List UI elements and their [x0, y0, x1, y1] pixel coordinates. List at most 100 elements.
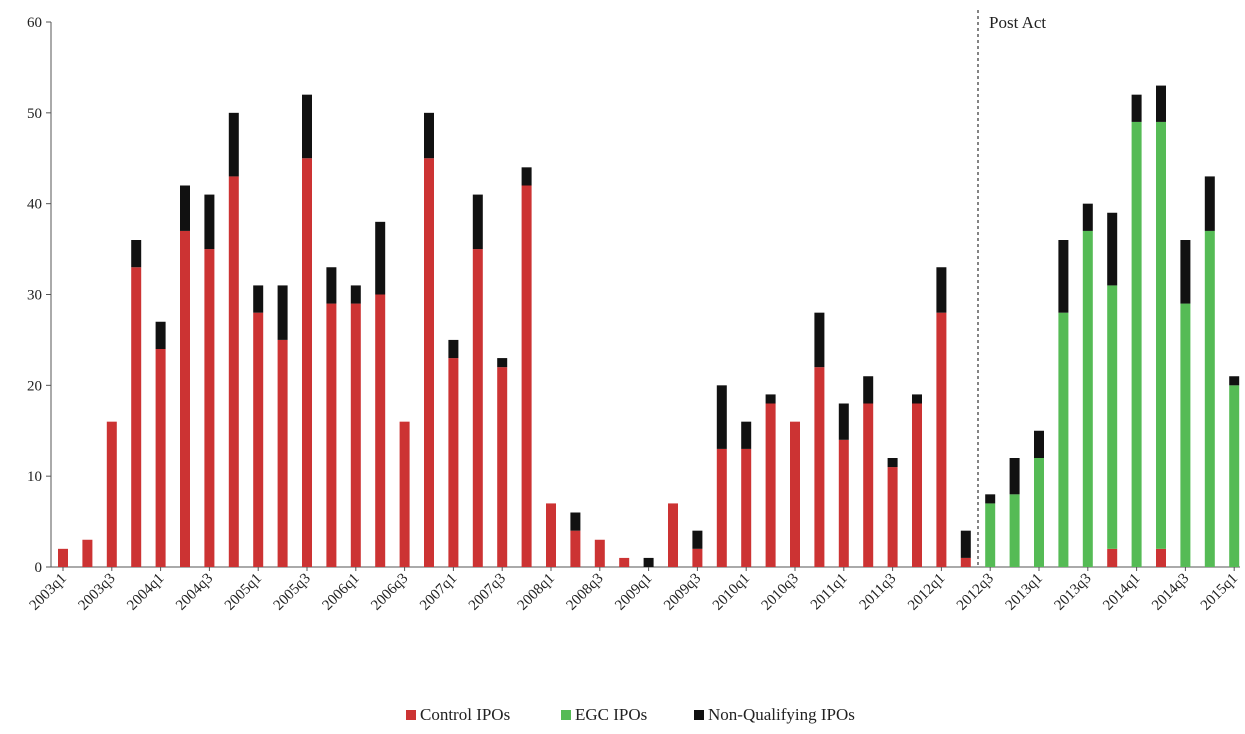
bar-segment-non-qualifying-ipos-2014q4: [1204, 176, 1215, 231]
bar-segment-egc-ipos-2012q3: [985, 503, 996, 567]
bar-segment-control-ipos-2012q1: [936, 312, 947, 567]
x-tick-label: 2005q3: [271, 571, 314, 614]
bar-segment-control-ipos-2010q2: [765, 403, 776, 567]
bar-segment-control-ipos-2004q3: [204, 249, 215, 568]
y-tick-label: 60: [27, 15, 42, 31]
bar-segment-non-qualifying-ipos-2008q2: [570, 512, 581, 531]
bar-segment-control-ipos-2008q4: [619, 557, 630, 567]
bar-segment-control-ipos-2013q4: [1107, 548, 1118, 567]
bar-segment-control-ipos-2011q3: [887, 467, 898, 567]
bar-segment-control-ipos-2007q2: [472, 249, 483, 568]
bar-segment-control-ipos-2009q3: [692, 548, 703, 567]
bar-segment-control-ipos-2007q1: [448, 358, 459, 567]
legend-swatch-egc-ipos: [561, 710, 571, 720]
bar-segment-control-ipos-2012q2: [960, 557, 971, 567]
legend-label-control-ipos: Control IPOs: [420, 705, 510, 724]
y-tick-label: 10: [27, 469, 42, 485]
x-tick-label: 2014q3: [1149, 571, 1192, 614]
y-tick-label: 0: [35, 560, 43, 576]
bar-segment-control-ipos-2007q4: [521, 185, 532, 567]
legend: Control IPOs EGC IPOs Non-Qualifying IPOs: [406, 705, 855, 724]
bar-segment-control-ipos-2010q3: [790, 421, 800, 567]
bar-segment-non-qualifying-ipos-2010q1: [741, 421, 752, 449]
bar-segment-non-qualifying-ipos-2007q3: [497, 358, 508, 368]
bar-segment-non-qualifying-ipos-2004q1: [155, 321, 166, 349]
x-tick-label: 2003q1: [27, 571, 70, 614]
bar-segment-egc-ipos-2013q4: [1107, 285, 1118, 549]
bar-segment-non-qualifying-ipos-2014q3: [1180, 240, 1191, 304]
bar-segment-control-ipos-2004q2: [180, 230, 190, 567]
x-axis-ticks: 2003q1 2003q3 2004q1 2004q3 2005q1 2005q3 2006…: [27, 567, 1241, 614]
bar-segment-control-ipos-2008q3: [594, 539, 605, 567]
bar-segment-control-ipos-2003q3: [106, 421, 117, 567]
bar-segment-non-qualifying-ipos-2013q4: [1107, 212, 1118, 286]
bar-segment-control-ipos-2009q2: [668, 503, 678, 567]
bar-segment-non-qualifying-ipos-2006q2: [375, 221, 386, 295]
bars: [58, 85, 1240, 568]
x-tick-label: 2011q1: [808, 571, 851, 614]
x-tick-label: 2006q3: [368, 571, 411, 614]
bar-segment-non-qualifying-ipos-2005q1: [253, 285, 264, 313]
bar-segment-egc-ipos-2014q4: [1204, 230, 1215, 567]
y-tick-label: 50: [27, 106, 42, 122]
x-tick-label: 2004q3: [173, 571, 216, 614]
bar-segment-non-qualifying-ipos-2012q3: [985, 494, 996, 504]
bar-segment-control-ipos-2006q2: [375, 294, 386, 567]
bar-segment-non-qualifying-ipos-2013q1: [1034, 430, 1044, 458]
x-tick-label: 2006q1: [319, 571, 362, 614]
legend-swatch-non-qualifying-ipos: [694, 710, 704, 720]
y-axis-ticks: 0 10 20 30 40 50 60: [27, 15, 51, 576]
bar-segment-non-qualifying-ipos-2005q2: [277, 285, 288, 340]
x-tick-label: 2004q1: [124, 571, 167, 614]
y-tick-label: 30: [27, 288, 42, 304]
x-tick-label: 2009q3: [661, 571, 704, 614]
bar-segment-egc-ipos-2015q1: [1229, 385, 1240, 567]
x-tick-label: 2012q3: [954, 571, 997, 614]
bar-segment-non-qualifying-ipos-2010q4: [814, 312, 825, 368]
bar-segment-control-ipos-2003q4: [131, 267, 142, 567]
bar-segment-non-qualifying-ipos-2009q4: [716, 385, 727, 449]
bar-segment-control-ipos-2011q2: [863, 403, 874, 567]
bar-segment-control-ipos-2006q3: [399, 421, 410, 567]
x-tick-label: 2007q1: [417, 571, 460, 614]
bar-segment-non-qualifying-ipos-2004q3: [204, 194, 215, 250]
bar-segment-non-qualifying-ipos-2011q4: [912, 394, 922, 404]
bar-segment-egc-ipos-2012q4: [1009, 494, 1020, 567]
bar-segment-egc-ipos-2013q1: [1034, 458, 1044, 567]
bar-segment-control-ipos-2004q4: [228, 176, 239, 567]
bar-segment-non-qualifying-ipos-2007q1: [448, 339, 459, 359]
y-tick-label: 40: [27, 197, 42, 213]
legend-swatch-control-ipos: [406, 710, 416, 720]
bar-segment-non-qualifying-ipos-2010q2: [765, 394, 776, 404]
bar-segment-non-qualifying-ipos-2011q1: [838, 403, 849, 440]
bar-segment-non-qualifying-ipos-2009q3: [692, 530, 703, 549]
bar-segment-non-qualifying-ipos-2011q3: [887, 458, 898, 468]
x-tick-label: 2005q1: [222, 571, 265, 614]
bar-segment-egc-ipos-2014q1: [1131, 121, 1142, 568]
bar-segment-control-ipos-2011q1: [838, 439, 849, 567]
bar-segment-control-ipos-2003q1: [58, 548, 68, 567]
bar-segment-control-ipos-2008q2: [570, 530, 581, 567]
bar-segment-non-qualifying-ipos-2007q4: [521, 167, 532, 186]
bar-segment-non-qualifying-ipos-2012q4: [1009, 458, 1020, 495]
bar-segment-non-qualifying-ipos-2006q1: [350, 285, 361, 304]
bar-segment-non-qualifying-ipos-2012q1: [936, 267, 947, 313]
bar-segment-control-ipos-2004q1: [155, 349, 166, 567]
x-tick-label: 2007q3: [466, 571, 509, 614]
bar-segment-egc-ipos-2013q3: [1082, 230, 1093, 567]
bar-segment-control-ipos-2011q4: [912, 403, 922, 567]
bar-segment-non-qualifying-ipos-2013q3: [1082, 203, 1093, 231]
bar-segment-control-ipos-2007q3: [497, 367, 508, 567]
bar-segment-control-ipos-2005q3: [302, 158, 312, 567]
x-tick-label: 2013q1: [1003, 571, 1046, 614]
x-tick-label: 2012q1: [905, 571, 948, 614]
bar-segment-control-ipos-2008q1: [546, 503, 556, 567]
x-tick-label: 2011q3: [857, 571, 900, 614]
bar-segment-non-qualifying-ipos-2007q2: [472, 194, 483, 250]
x-tick-label: 2013q3: [1051, 571, 1094, 614]
bar-segment-non-qualifying-ipos-2006q4: [424, 112, 434, 159]
bar-segment-non-qualifying-ipos-2005q4: [326, 267, 337, 304]
bar-segment-non-qualifying-ipos-2014q2: [1156, 85, 1166, 122]
bar-segment-control-ipos-2005q2: [277, 339, 288, 567]
